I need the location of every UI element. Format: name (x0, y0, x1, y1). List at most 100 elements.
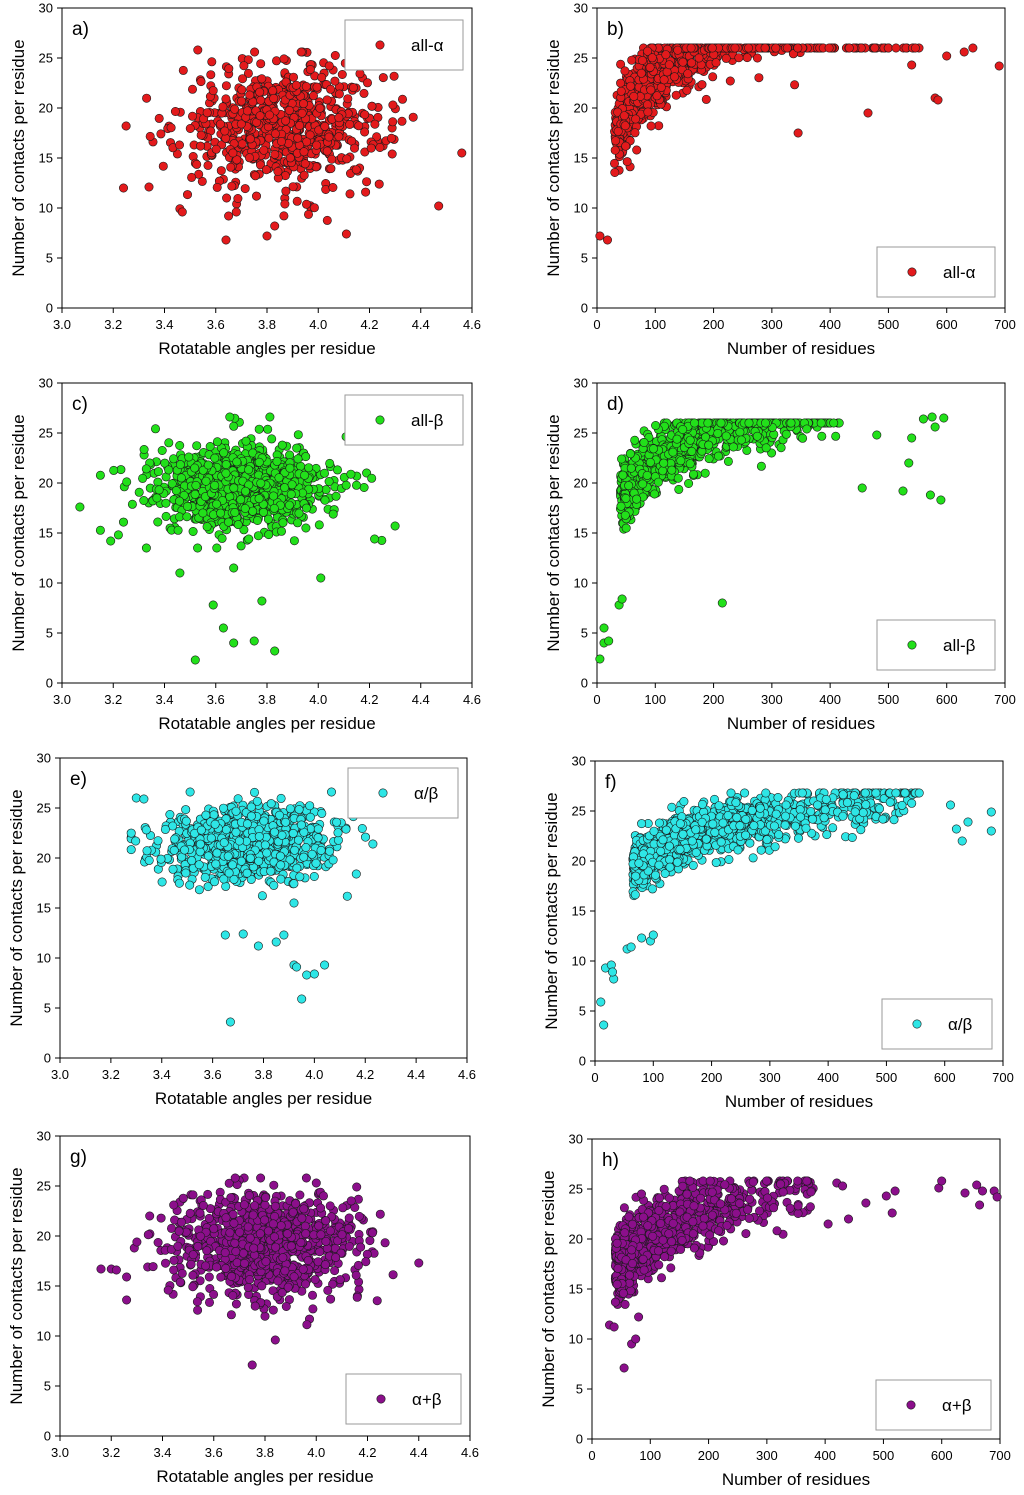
x-tick-label: 4.4 (412, 317, 430, 332)
data-point (674, 484, 684, 494)
data-point (193, 543, 203, 553)
data-point (313, 833, 323, 843)
data-point (630, 128, 640, 138)
data-point (299, 147, 309, 157)
data-point (637, 819, 647, 829)
data-point (231, 806, 241, 816)
data-point (301, 452, 311, 462)
data-point (255, 111, 265, 121)
data-point (217, 533, 227, 543)
x-tick-label: 300 (761, 692, 783, 707)
data-point (175, 496, 185, 506)
data-point (626, 81, 636, 91)
y-tick-label: 0 (579, 1054, 586, 1069)
data-point (321, 485, 331, 495)
y-tick-label: 20 (574, 101, 588, 116)
data-point (301, 523, 311, 533)
data-point (645, 62, 655, 72)
data-point (831, 431, 841, 441)
data-point (242, 819, 252, 829)
data-point (267, 434, 277, 444)
data-point (195, 839, 205, 849)
data-point (307, 849, 317, 859)
data-point (386, 133, 396, 143)
data-point (891, 43, 901, 53)
data-point (170, 107, 180, 117)
data-point (354, 121, 364, 131)
legend-box (344, 394, 464, 446)
data-point (206, 833, 216, 843)
data-point (165, 809, 175, 819)
data-point (237, 85, 247, 95)
data-point (330, 50, 340, 60)
data-point (685, 435, 695, 445)
data-point (161, 511, 171, 521)
data-point (245, 134, 255, 144)
data-point (325, 458, 335, 468)
data-point (297, 108, 307, 118)
x-tick-label: 600 (936, 317, 958, 332)
data-point (368, 839, 378, 849)
data-point (622, 157, 632, 167)
x-tick-label: 600 (934, 1070, 956, 1085)
data-point (671, 90, 681, 100)
data-point (649, 489, 659, 499)
data-point (288, 182, 298, 192)
legend-marker (907, 640, 917, 650)
data-point (325, 846, 335, 856)
data-point (266, 866, 276, 876)
data-point (221, 881, 231, 891)
data-point (654, 121, 664, 131)
data-point (216, 508, 226, 518)
data-point (301, 82, 311, 92)
data-point (144, 182, 154, 192)
data-point (907, 60, 917, 70)
data-point (312, 82, 322, 92)
data-point (367, 473, 377, 483)
x-tick-label: 4.6 (463, 692, 481, 707)
data-point (930, 422, 940, 432)
data-point (203, 851, 213, 861)
y-tick-label: 10 (572, 954, 586, 969)
data-point (942, 51, 952, 61)
data-point (673, 45, 683, 55)
data-point (233, 194, 243, 204)
data-point (959, 47, 969, 57)
y-axis-label: Number of contacts per residue (9, 39, 28, 276)
data-point (229, 563, 239, 573)
data-point (180, 845, 190, 855)
data-point (726, 788, 736, 798)
data-point (625, 449, 635, 459)
data-point (647, 53, 657, 63)
data-point (185, 124, 195, 134)
data-point (238, 74, 248, 84)
data-point (218, 102, 228, 112)
data-point (297, 994, 307, 1004)
y-tick-label: 25 (39, 426, 53, 441)
data-point (240, 503, 250, 513)
data-point (153, 836, 163, 846)
data-point (317, 808, 327, 818)
data-point (122, 477, 132, 487)
data-point (176, 473, 186, 483)
data-point (293, 454, 303, 464)
data-point (618, 470, 628, 480)
x-tick-label: 3.4 (153, 1067, 171, 1082)
data-point (187, 856, 197, 866)
data-point (285, 450, 295, 460)
y-tick-label: 5 (46, 626, 53, 641)
data-point (299, 170, 309, 180)
x-tick-label: 700 (992, 1070, 1014, 1085)
data-point (225, 1017, 235, 1027)
data-point (328, 509, 338, 519)
data-point (182, 512, 192, 522)
y-tick-label: 10 (39, 201, 53, 216)
data-point (295, 872, 305, 882)
x-tick-label: 4.2 (360, 692, 378, 707)
data-point (292, 962, 302, 972)
data-point (221, 468, 231, 478)
data-point (620, 510, 630, 520)
data-point (254, 494, 264, 504)
y-tick-label: 25 (574, 51, 588, 66)
data-point (636, 68, 646, 78)
